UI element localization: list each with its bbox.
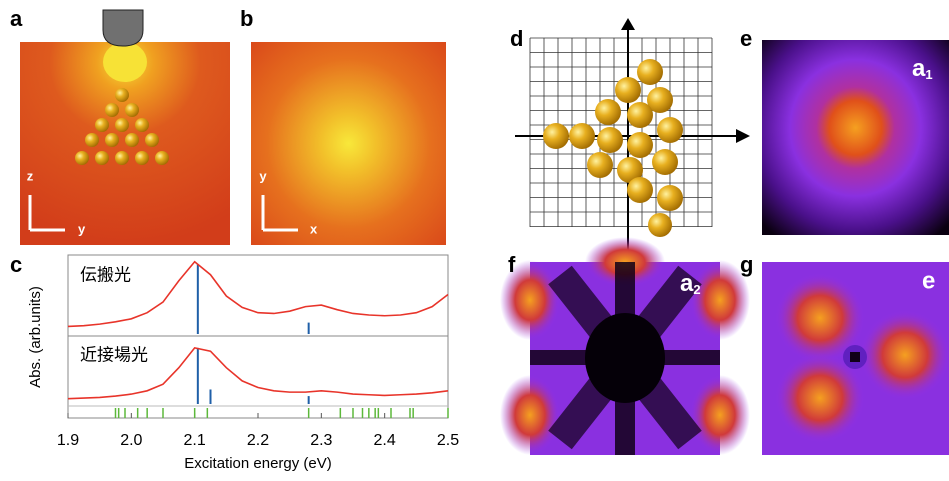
axis-label: z	[27, 168, 34, 183]
tip	[103, 10, 143, 46]
x-axis-title: Excitation energy (eV)	[184, 455, 332, 472]
axis-label: x	[310, 221, 318, 236]
panel-label: g	[740, 252, 753, 277]
x-tick-label: 2.0	[120, 432, 142, 449]
panel-label: a	[10, 6, 23, 31]
panel-label: e	[740, 26, 752, 51]
panel-label: d	[510, 26, 523, 51]
spectrum-chart: 1.9 2.0 2.1 2.2 2.3 2.4 2.5 Excitation energy (…	[27, 255, 459, 472]
panel-label: c	[10, 252, 22, 277]
axis-label: y	[259, 168, 267, 183]
subplot-label: 伝搬光	[80, 265, 131, 284]
hotspot	[103, 42, 147, 82]
mode-label: e	[922, 267, 935, 294]
x-tick-label: 2.3	[310, 432, 332, 449]
x-tick-label: 2.4	[374, 432, 396, 449]
cluster	[543, 59, 683, 237]
x-tick-label: 2.1	[184, 432, 206, 449]
subplot-label: 近接場光	[80, 345, 148, 364]
panel-label: f	[508, 252, 516, 277]
x-tick-label: 2.2	[247, 432, 269, 449]
figure: z y a y x b c 1.9 2.0 2.1 2.2 2.3 2.4 2.5 Excit…	[0, 0, 949, 476]
panel-label: b	[240, 6, 253, 31]
axis-label: y	[78, 221, 86, 236]
x-tick-label: 2.5	[437, 432, 459, 449]
y-axis-title: Abs. (arb.units)	[27, 286, 44, 388]
field-map	[251, 42, 446, 245]
x-tick-label: 1.9	[57, 432, 79, 449]
